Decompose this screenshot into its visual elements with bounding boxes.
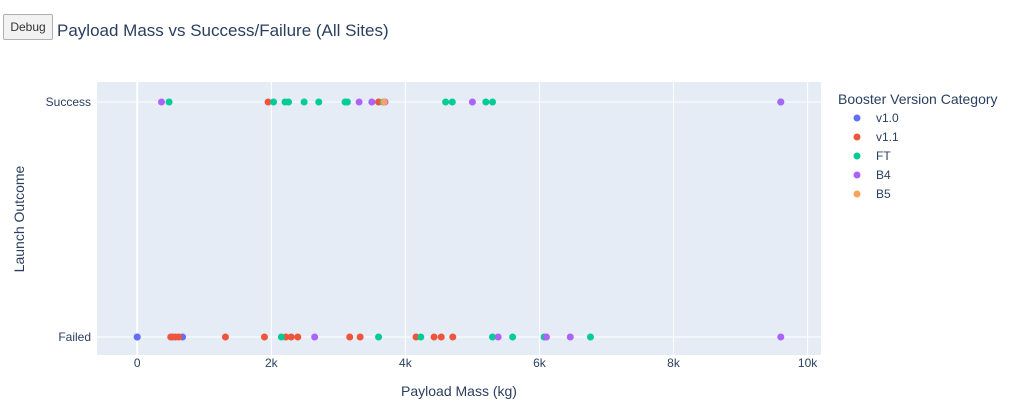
x-tick-label: 6k [533, 356, 547, 370]
data-point-B4[interactable] [469, 99, 476, 106]
data-point-FT[interactable] [442, 99, 449, 106]
legend-label: FT [876, 149, 891, 163]
legend-title: Booster Version Category [838, 91, 998, 107]
data-point-v1-1[interactable] [288, 334, 295, 341]
legend-label: v1.1 [876, 130, 899, 144]
data-point-FT[interactable] [482, 99, 489, 106]
data-point-B4[interactable] [368, 99, 375, 106]
data-point-v1-1[interactable] [175, 334, 182, 341]
x-axis-ticks: 0 2k 4k 6k 8k 10k [134, 356, 818, 370]
legend-marker [854, 115, 861, 122]
data-point-v1-1[interactable] [346, 334, 353, 341]
data-point-FT[interactable] [509, 334, 516, 341]
data-point-B4[interactable] [311, 334, 318, 341]
data-point-B4[interactable] [158, 99, 165, 106]
data-point-v1-0[interactable] [134, 334, 141, 341]
x-tick-label: 0 [134, 356, 141, 370]
data-point-FT[interactable] [587, 334, 594, 341]
legend-label: B5 [876, 187, 891, 201]
data-point-v1-1[interactable] [261, 334, 268, 341]
legend-item-FT[interactable]: FT [854, 149, 892, 163]
x-tick-label: 4k [399, 356, 413, 370]
data-point-B4[interactable] [495, 334, 502, 341]
data-point-FT[interactable] [449, 99, 456, 106]
data-point-v1-1[interactable] [357, 334, 364, 341]
y-axis-ticks: Failed Success [46, 95, 91, 344]
data-point-FT[interactable] [315, 99, 322, 106]
y-tick-label: Success [46, 95, 91, 109]
data-point-v1-1[interactable] [449, 334, 456, 341]
legend-label: B4 [876, 168, 891, 182]
data-point-B4[interactable] [777, 334, 784, 341]
data-point-FT[interactable] [278, 334, 285, 341]
data-point-B4[interactable] [567, 334, 574, 341]
data-point-FT[interactable] [270, 99, 277, 106]
x-tick-label: 2k [265, 356, 279, 370]
plot-area [97, 82, 821, 355]
legend-item-v1-0[interactable]: v1.0 [854, 111, 900, 125]
data-point-FT[interactable] [417, 334, 424, 341]
legend-marker [854, 134, 861, 141]
legend[interactable]: Booster Version Category v1.0 v1.1 FT B4 B5 [838, 91, 998, 201]
legend-marker [854, 153, 861, 160]
data-point-FT[interactable] [301, 99, 308, 106]
data-point-B4[interactable] [777, 99, 784, 106]
data-point-FT[interactable] [489, 99, 496, 106]
data-point-v1-1[interactable] [222, 334, 229, 341]
data-point-B4[interactable] [356, 99, 363, 106]
data-point-FT[interactable] [166, 99, 173, 106]
data-point-v1-1[interactable] [438, 334, 445, 341]
x-tick-label: 10k [798, 356, 818, 370]
legend-marker [854, 172, 861, 179]
data-point-FT[interactable] [344, 99, 351, 106]
legend-item-v1-1[interactable]: v1.1 [854, 130, 900, 144]
data-point-FT[interactable] [375, 334, 382, 341]
y-tick-label: Failed [58, 330, 91, 344]
data-point-B5[interactable] [380, 99, 387, 106]
data-point-B4[interactable] [543, 334, 550, 341]
y-axis-label: Launch Outcome [11, 165, 27, 272]
data-point-FT[interactable] [285, 99, 292, 106]
legend-marker [854, 191, 861, 198]
legend-item-B5[interactable]: B5 [854, 187, 892, 201]
data-point-v1-1[interactable] [431, 334, 438, 341]
x-tick-label: 8k [667, 356, 681, 370]
x-axis-label: Payload Mass (kg) [401, 383, 517, 399]
data-point-v1-1[interactable] [294, 334, 301, 341]
chart-title: Payload Mass vs Success/Failure (All Sit… [57, 21, 389, 40]
legend-item-B4[interactable]: B4 [854, 168, 892, 182]
legend-label: v1.0 [876, 111, 899, 125]
